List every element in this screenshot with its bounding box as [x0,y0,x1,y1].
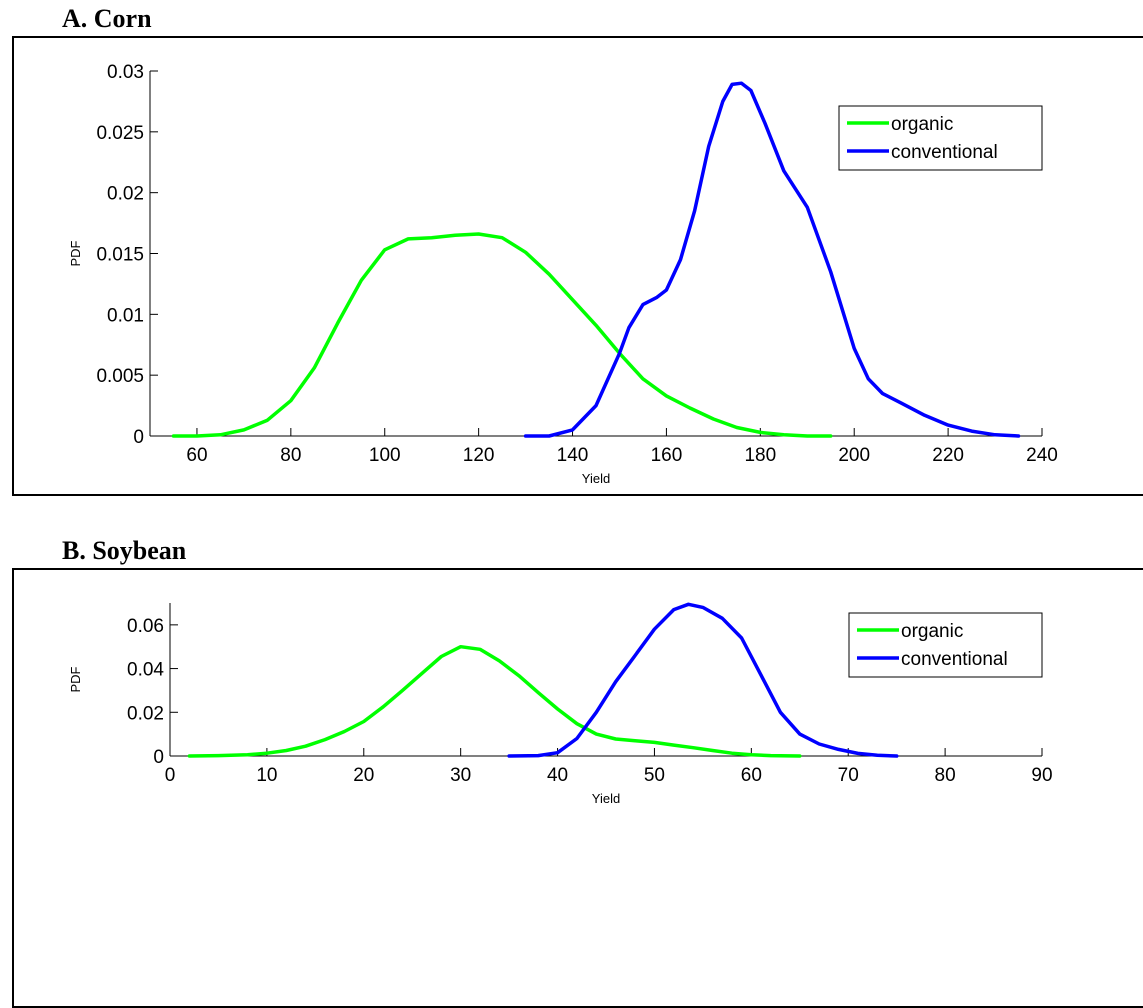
y-tick-label: 0.005 [96,366,144,387]
x-tick-label: 90 [1031,765,1052,786]
x-tick-label: 70 [838,765,859,786]
x-tick-label: 0 [165,765,176,786]
y-axis-title-soybean: PDF [68,666,83,692]
x-tick-label: 160 [651,445,683,466]
series-line-organic-soybean [187,644,802,758]
x-axis-title-soybean: Yield [592,791,620,806]
x-axis-title-corn: Yield [582,471,610,486]
x-tick-label: 50 [644,765,665,786]
y-tick-label: 0.03 [107,62,144,83]
x-tick-label: 220 [932,445,964,466]
y-tick-label: 0 [153,747,164,768]
panel-title-soybean: B. Soybean [62,536,187,565]
series-line-conventional-soybean [507,602,899,758]
panel-title-corn: A. Corn [62,4,152,33]
x-tick-label: 80 [280,445,301,466]
y-axis-title-corn: PDF [68,240,83,266]
x-tick-label: 200 [838,445,870,466]
series-line-conventional-corn [523,81,1021,438]
x-tick-label: 40 [547,765,568,786]
x-tick-label: 60 [741,765,762,786]
series-line-organic-corn [171,232,833,438]
legend-label-organic: organic [891,114,953,135]
legend-label-conventional: conventional [901,649,1008,670]
legend-label-conventional: conventional [891,142,998,163]
x-tick-label: 120 [463,445,495,466]
y-tick-label: 0.025 [96,123,144,144]
y-tick-label: 0.02 [127,703,164,724]
x-tick-label: 60 [186,445,207,466]
x-tick-label: 20 [353,765,374,786]
y-tick-label: 0 [133,427,144,448]
x-tick-label: 30 [450,765,471,786]
y-tick-label: 0.06 [127,616,164,637]
legend-label-organic: organic [901,621,963,642]
legend-box-soybean [848,612,1043,678]
x-tick-label: 10 [256,765,277,786]
y-tick-label: 0.01 [107,305,144,326]
x-tick-label: 100 [369,445,401,466]
y-tick-label: 0.015 [96,245,144,266]
legend-box-corn [838,105,1043,171]
x-tick-label: 180 [744,445,776,466]
x-tick-label: 80 [935,765,956,786]
y-tick-label: 0.02 [107,184,144,205]
x-tick-label: 240 [1026,445,1058,466]
x-tick-label: 140 [557,445,589,466]
y-tick-label: 0.04 [127,660,164,681]
